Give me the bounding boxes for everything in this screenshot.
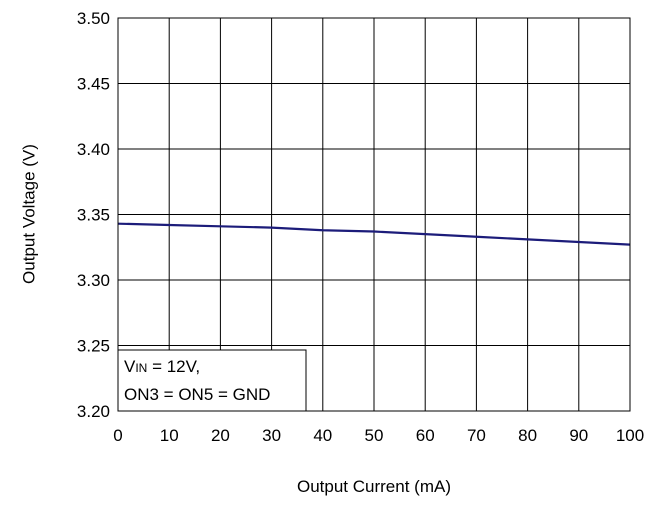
y-tick-label: 3.20 (77, 402, 110, 421)
y-tick-label: 3.45 (77, 75, 110, 94)
x-tick-label: 90 (569, 426, 588, 445)
x-axis-label: Output Current (mA) (297, 477, 451, 496)
x-tick-label: 60 (416, 426, 435, 445)
x-tick-label: 70 (467, 426, 486, 445)
y-tick-label: 3.30 (77, 271, 110, 290)
x-tick-label: 20 (211, 426, 230, 445)
y-tick-label: 3.40 (77, 140, 110, 159)
data-line (117, 222, 631, 246)
annotation-box (117, 349, 307, 412)
annotation-text: V (124, 357, 136, 376)
x-tick-label: 40 (313, 426, 332, 445)
y-tick-label: 3.50 (77, 9, 110, 28)
annotation: ON3 = ON5 = GND (124, 385, 270, 404)
x-tick-label: 10 (160, 426, 179, 445)
annotation-subscript: IN (135, 361, 147, 375)
y-axis-label: Output Voltage (V) (19, 144, 38, 284)
x-tick-label: 30 (262, 426, 281, 445)
x-tick-label: 80 (518, 426, 537, 445)
annotation: VIN = 12V, (124, 357, 200, 376)
plot-frame (117, 17, 631, 412)
annotation-text: = 12V, (147, 357, 200, 376)
y-tick-label: 3.25 (77, 337, 110, 356)
x-tick-label: 100 (616, 426, 644, 445)
x-tick-label: 0 (113, 426, 122, 445)
x-tick-label: 50 (365, 426, 384, 445)
y-tick-label: 3.35 (77, 206, 110, 225)
